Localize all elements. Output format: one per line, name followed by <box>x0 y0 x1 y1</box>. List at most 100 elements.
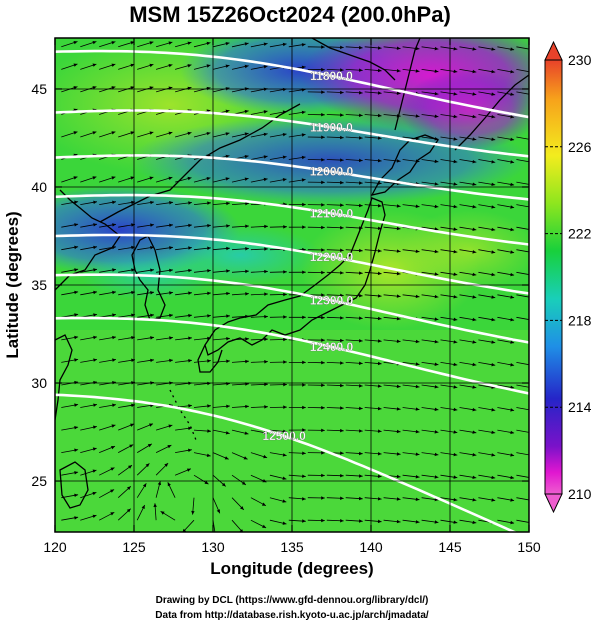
wind-arrow-head <box>340 519 344 523</box>
wind-arrow-head <box>130 176 135 180</box>
wind-arrow-head <box>377 68 382 73</box>
wind-arrow-head <box>74 313 79 317</box>
wind-arrow-head <box>377 294 382 298</box>
colorbar-scale <box>544 59 563 495</box>
wind-arrow-head <box>529 363 533 366</box>
wind-arrow-head <box>340 316 344 320</box>
wind-arrow <box>516 159 529 163</box>
wind-arrow-head <box>321 315 325 320</box>
wind-arrow-head <box>302 225 306 229</box>
wind-arrow-head <box>415 339 420 344</box>
wind-arrow-head <box>472 475 477 479</box>
colorbar-ticks: 230 226 222 218 214 210 <box>545 52 592 502</box>
wind-arrow-head <box>434 272 439 276</box>
x-tick-label: 145 <box>438 539 462 555</box>
wind-arrow-head <box>377 497 382 501</box>
wind-arrow-head <box>321 406 325 410</box>
wind-arrow-head <box>321 225 325 230</box>
wind-arrow-head <box>282 499 287 503</box>
contour-label: 12000.0 <box>310 165 354 179</box>
wind-arrow-head <box>188 426 192 431</box>
wind-arrow <box>516 249 529 253</box>
wind-arrow-head <box>74 290 79 295</box>
wind-arrow-head <box>510 272 515 277</box>
contour-label: 12200.0 <box>310 250 354 264</box>
wind-arrow-head <box>510 498 515 502</box>
wind-arrow-head <box>188 336 192 340</box>
wind-arrow-head <box>188 246 192 250</box>
wind-arrow-head <box>434 159 439 164</box>
wind-arrow-head <box>529 341 533 345</box>
wind-arrow-head <box>169 291 173 295</box>
wind-arrow-head <box>74 471 79 475</box>
wind-arrow-head <box>149 423 153 427</box>
wind-arrow-head <box>340 180 344 185</box>
wind-arrow-head <box>359 429 363 433</box>
wind-arrow-head <box>302 383 306 387</box>
colorbar: 230 226 222 218 214 210 <box>544 40 592 514</box>
wind-arrow-head <box>149 63 154 68</box>
wind-arrow-head <box>157 481 162 486</box>
wind-arrow-head <box>453 407 458 412</box>
wind-arrow-head <box>396 519 401 524</box>
wind-arrow-head <box>453 362 458 367</box>
wind-arrow-head <box>128 465 132 469</box>
wind-arrow-head <box>207 224 211 228</box>
wind-arrow-head <box>126 508 131 513</box>
wind-arrow-head <box>529 115 533 118</box>
wind-arrow-head <box>264 269 268 274</box>
wind-arrow-head <box>92 176 97 180</box>
wind-arrow-head <box>359 136 363 140</box>
wind-arrow-head <box>434 362 439 366</box>
wind-arrow-head <box>491 250 496 254</box>
wind-arrow-head <box>187 176 192 181</box>
wind-arrow-head <box>340 45 344 50</box>
sakhalin-coast <box>394 38 421 131</box>
wind-arrow-head <box>396 339 401 343</box>
wind-arrow-head <box>510 318 515 322</box>
wind-arrow-head <box>131 245 135 250</box>
wind-arrow-head <box>73 63 78 67</box>
wind-arrow-head <box>93 223 97 227</box>
kyushu-coast <box>197 344 223 373</box>
wind-arrow-head <box>434 46 439 51</box>
wind-arrow-head <box>472 385 477 389</box>
wind-arrow-head <box>187 131 192 136</box>
wind-arrow-head <box>188 404 192 408</box>
wind-arrow-head <box>74 493 79 497</box>
colorbar-label: 226 <box>568 139 592 155</box>
wind-arrow-head <box>340 361 344 365</box>
wind-arrow-head <box>321 428 325 433</box>
wind-arrow-head <box>226 291 230 296</box>
wind-arrow-head <box>74 358 79 362</box>
x-tick-label: 130 <box>201 539 225 555</box>
wind-arrow-head <box>129 444 134 448</box>
wind-arrow-head <box>340 90 344 95</box>
wind-arrow-head <box>510 520 515 525</box>
wind-arrow-head <box>529 138 533 142</box>
wind-arrow-head <box>491 182 496 186</box>
wind-arrow-head <box>149 131 154 135</box>
wind-arrow-head <box>111 131 116 135</box>
wind-arrow-head <box>415 452 420 456</box>
wind-arrow-head <box>111 424 116 428</box>
wind-arrow-head <box>283 315 287 319</box>
wind-arrow-head <box>340 293 344 298</box>
wind-arrow-head <box>510 70 515 74</box>
wind-arrow <box>516 271 529 275</box>
wind-arrow-head <box>206 132 211 136</box>
wind-arrow-head <box>472 317 477 322</box>
wind-arrow-head <box>415 362 420 366</box>
wind-arrow-head <box>377 519 382 524</box>
wind-arrow-head <box>283 405 287 409</box>
wind-arrow-head <box>321 135 325 139</box>
wind-arrow-head <box>510 295 515 299</box>
wind-arrow-head <box>302 519 306 523</box>
wind-arrow-head <box>434 227 439 231</box>
wind-arrow-head <box>510 475 515 480</box>
wind-arrow-head <box>472 250 477 254</box>
wind-arrow-head <box>131 358 135 362</box>
wind-arrow-head <box>472 114 477 119</box>
wind-arrow-head <box>472 47 477 51</box>
wind-arrow-head <box>472 295 477 299</box>
